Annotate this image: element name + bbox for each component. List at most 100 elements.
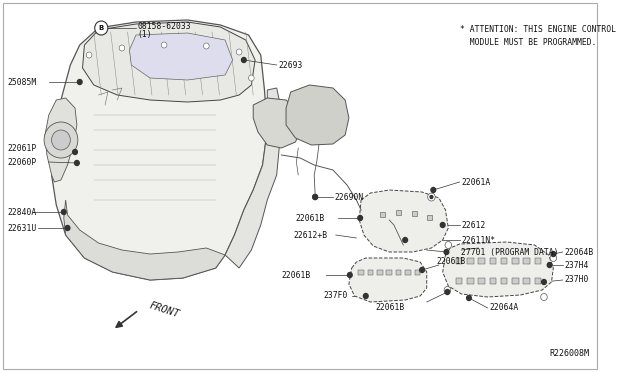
Text: 22061B: 22061B xyxy=(375,304,404,312)
Circle shape xyxy=(403,237,408,243)
Bar xyxy=(534,278,541,284)
Circle shape xyxy=(313,195,317,199)
Circle shape xyxy=(241,58,246,62)
Bar xyxy=(427,215,433,220)
Polygon shape xyxy=(225,88,282,268)
Circle shape xyxy=(61,209,66,215)
Bar xyxy=(534,258,541,264)
Text: 22061B: 22061B xyxy=(436,257,465,266)
Circle shape xyxy=(551,251,556,257)
Circle shape xyxy=(358,215,362,221)
Polygon shape xyxy=(349,258,427,302)
Text: 25085M: 25085M xyxy=(8,77,36,87)
Polygon shape xyxy=(129,33,232,80)
Text: MODULE MUST BE PROGRAMMED.: MODULE MUST BE PROGRAMMED. xyxy=(460,38,596,47)
Circle shape xyxy=(204,43,209,49)
Circle shape xyxy=(420,267,424,273)
Bar xyxy=(490,278,496,284)
Text: 22611N*: 22611N* xyxy=(461,235,495,244)
Bar xyxy=(490,258,496,264)
Circle shape xyxy=(444,250,449,254)
Circle shape xyxy=(541,279,547,285)
Text: 22061B: 22061B xyxy=(296,214,324,222)
Text: 237H0: 237H0 xyxy=(564,276,589,285)
Bar xyxy=(367,270,373,275)
Text: (1): (1) xyxy=(138,29,152,38)
Bar xyxy=(396,270,401,275)
Text: 22060P: 22060P xyxy=(8,157,36,167)
Text: 22064A: 22064A xyxy=(490,304,519,312)
Polygon shape xyxy=(64,200,225,280)
Circle shape xyxy=(248,75,254,81)
Circle shape xyxy=(445,241,452,248)
Circle shape xyxy=(77,80,82,84)
Circle shape xyxy=(467,295,471,301)
Circle shape xyxy=(445,289,450,295)
Text: 237H4: 237H4 xyxy=(564,260,589,269)
Bar xyxy=(512,278,518,284)
Text: 237F0: 237F0 xyxy=(324,292,348,301)
Text: 22631U: 22631U xyxy=(8,224,36,232)
Bar xyxy=(467,258,474,264)
Text: 22693: 22693 xyxy=(278,61,303,70)
Circle shape xyxy=(313,195,317,199)
Bar xyxy=(415,270,420,275)
Polygon shape xyxy=(443,242,554,297)
Text: 27701 (PROGRAM DATA): 27701 (PROGRAM DATA) xyxy=(461,247,559,257)
Text: 22690N: 22690N xyxy=(335,192,364,202)
Text: 22840A: 22840A xyxy=(8,208,36,217)
Bar xyxy=(467,278,474,284)
Circle shape xyxy=(119,45,125,51)
Circle shape xyxy=(547,263,552,267)
Bar xyxy=(456,278,462,284)
Bar xyxy=(478,278,485,284)
Text: FRONT: FRONT xyxy=(148,301,181,320)
Circle shape xyxy=(431,187,436,192)
Text: 08158-62033: 08158-62033 xyxy=(138,22,191,31)
Circle shape xyxy=(444,286,451,294)
Bar xyxy=(387,270,392,275)
Polygon shape xyxy=(52,20,268,280)
Circle shape xyxy=(44,122,78,158)
Circle shape xyxy=(65,225,70,231)
Bar xyxy=(377,270,383,275)
Text: 22061B: 22061B xyxy=(282,270,310,279)
Polygon shape xyxy=(286,85,349,145)
Circle shape xyxy=(428,193,435,201)
Bar xyxy=(524,258,530,264)
Bar xyxy=(524,278,530,284)
Bar xyxy=(456,258,462,264)
Circle shape xyxy=(430,196,433,199)
Circle shape xyxy=(348,273,352,278)
Circle shape xyxy=(440,222,445,228)
Bar xyxy=(501,258,508,264)
Circle shape xyxy=(550,254,557,262)
Text: 22612+B: 22612+B xyxy=(294,231,328,240)
Text: 22061A: 22061A xyxy=(461,177,491,186)
Circle shape xyxy=(236,49,242,55)
Bar xyxy=(380,212,385,217)
Text: 22064B: 22064B xyxy=(564,247,594,257)
Bar xyxy=(412,211,417,216)
Bar xyxy=(405,270,411,275)
Circle shape xyxy=(73,150,77,154)
Circle shape xyxy=(541,294,547,301)
Circle shape xyxy=(75,160,79,166)
Text: 22612: 22612 xyxy=(461,221,486,230)
Text: B: B xyxy=(99,25,104,31)
Circle shape xyxy=(364,294,368,298)
Circle shape xyxy=(52,130,70,150)
Bar xyxy=(396,210,401,215)
Circle shape xyxy=(161,42,167,48)
Bar xyxy=(358,270,364,275)
Bar xyxy=(478,258,485,264)
Polygon shape xyxy=(359,190,448,252)
Circle shape xyxy=(95,21,108,35)
Polygon shape xyxy=(253,98,302,148)
Bar xyxy=(512,258,518,264)
Polygon shape xyxy=(83,22,255,102)
Text: * ATTENTION: THIS ENGINE CONTROL: * ATTENTION: THIS ENGINE CONTROL xyxy=(460,25,616,34)
Circle shape xyxy=(86,52,92,58)
Text: 22061P: 22061P xyxy=(8,144,36,153)
Text: R226008M: R226008M xyxy=(549,349,589,358)
